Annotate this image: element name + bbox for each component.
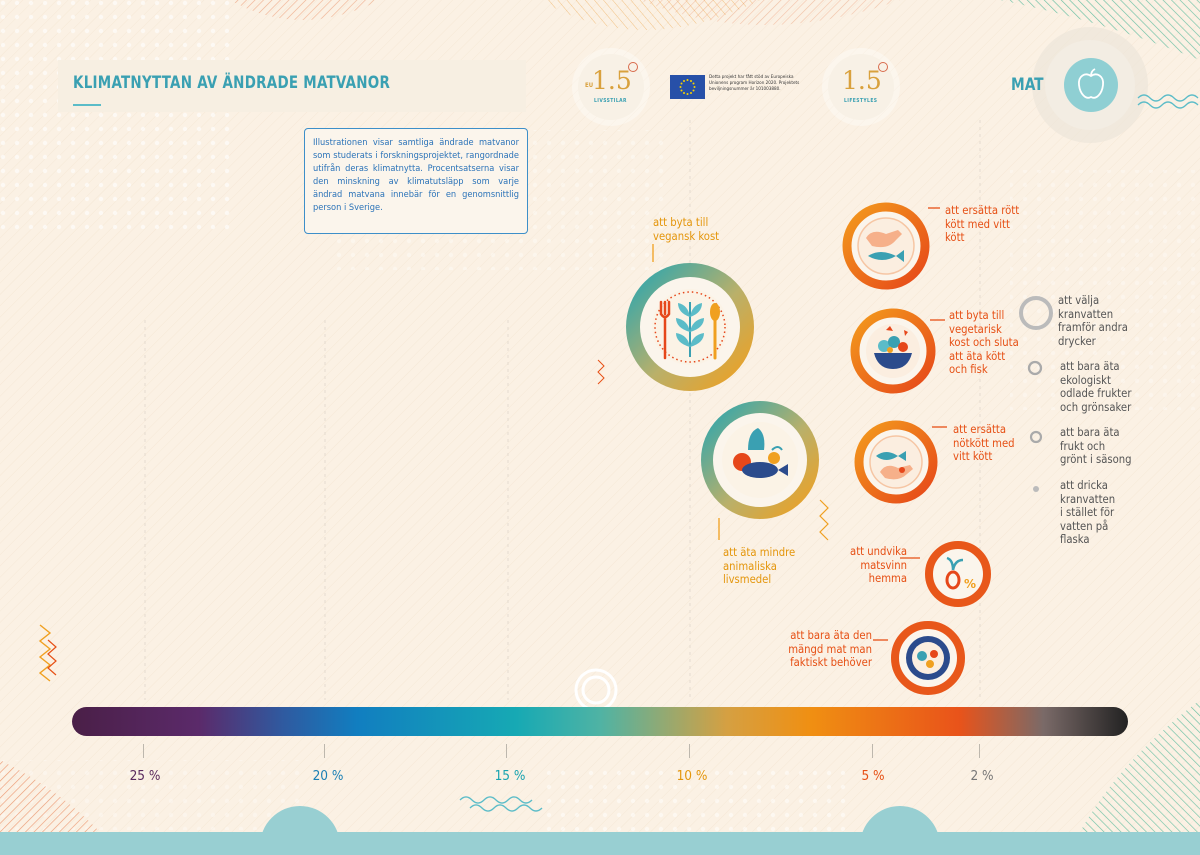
- tick-label-2: 2 %: [970, 768, 994, 784]
- title-underline: [73, 104, 101, 106]
- zero-waste-icon: %: [925, 541, 991, 607]
- title-box: [58, 60, 526, 112]
- bottom-band: [0, 832, 1200, 855]
- apple-icon: [1064, 58, 1118, 112]
- tick-label-25: 25 %: [129, 768, 161, 784]
- wheat-cutlery-icon: [626, 263, 754, 391]
- ring-large-grey: [1019, 296, 1053, 330]
- category-label: MAT: [1011, 75, 1044, 95]
- label-tap-water: att välja kranvatten framför andra dryck…: [1058, 294, 1128, 348]
- logo-livsstilar: EU 1.5 LIVSSTILAR: [578, 54, 644, 120]
- tick-15: [506, 744, 507, 758]
- tick-5: [872, 744, 873, 758]
- svg-text:%: %: [964, 577, 976, 591]
- ring-medium-grey: [1027, 360, 1043, 376]
- label-bottled-water: att dricka kranvatten i stället för vatt…: [1060, 479, 1116, 546]
- eu-funding-text: Detta projekt har fått stöd av Europeisk…: [709, 75, 800, 92]
- salad-bowl-icon: [850, 308, 936, 394]
- label-beef: att ersätta nötkött med vitt kött: [953, 423, 1015, 463]
- tick-2: [979, 744, 980, 758]
- plate-icon: [891, 621, 965, 695]
- tick-label-20: 20 %: [312, 768, 344, 784]
- page-title: KLIMATNYTTAN AV ÄNDRADE MATVANOR: [73, 73, 391, 93]
- label-organic: att bara äta ekologiskt odlade frukter o…: [1060, 360, 1132, 414]
- description-box: Illustrationen visar samtliga ändrade ma…: [304, 128, 528, 234]
- tick-20: [324, 744, 325, 758]
- label-less-animal: att äta mindre animaliska livsmedel: [723, 546, 796, 586]
- label-seasonal: att bara äta frukt och grönt i säsong: [1060, 426, 1132, 466]
- label-food-amount: att bara äta den mängd mat man faktiskt …: [788, 629, 872, 669]
- tick-label-10: 10 %: [676, 768, 708, 784]
- ring-small-grey: [1029, 430, 1043, 444]
- scale-bar: [72, 707, 1128, 736]
- label-vegan: att byta till vegansk kost: [653, 216, 720, 243]
- label-food-waste: att undvika matsvinn hemma: [850, 545, 907, 585]
- tick-label-5: 5 %: [861, 768, 885, 784]
- tick-25: [143, 744, 144, 758]
- dot-grey: [1033, 486, 1039, 492]
- chicken-fish-icon-2: [854, 420, 938, 504]
- tick-10: [689, 744, 690, 758]
- logo-lifestyles: 1.5 LIFESTYLES: [828, 54, 894, 120]
- label-red-meat: att ersätta rött kött med vitt kött: [945, 204, 1020, 244]
- tick-label-15: 15 %: [494, 768, 526, 784]
- label-vegetarian: att byta till vegetarisk kost och sluta …: [949, 309, 1019, 376]
- chicken-fish-icon: [842, 202, 930, 290]
- vegetables-fish-icon: [701, 401, 819, 519]
- eu-flag-icon: [670, 75, 705, 99]
